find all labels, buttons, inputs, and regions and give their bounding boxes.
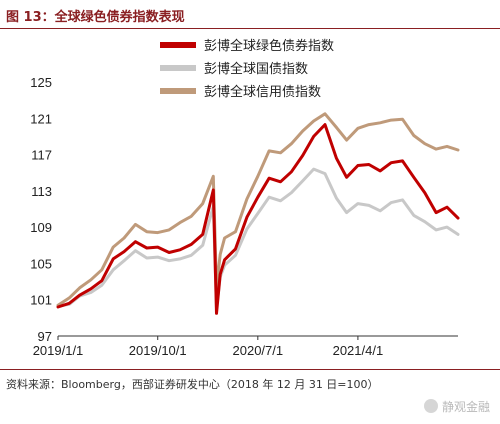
watermark: 静观金融: [423, 398, 490, 415]
figure-title: 图 13：全球绿色债券指数表现: [6, 10, 185, 25]
y-tick-label: 117: [31, 148, 52, 163]
y-tick-label: 121: [30, 111, 52, 126]
y-tick-label: 97: [38, 329, 52, 344]
x-tick-label: 2019/1/1: [33, 343, 84, 358]
source-rule: [0, 369, 500, 370]
watermark-logo-icon: [423, 399, 438, 413]
series-line-2: [56, 167, 460, 311]
axes: 97 101 105 109 113 117 121 125 2019/1/1 2019/10/1…: [30, 75, 458, 358]
watermark-text: 静观金融: [441, 400, 490, 414]
x-tick-label: 2021/4/1: [333, 343, 384, 358]
y-tick-label: 101: [30, 293, 52, 308]
x-tick-label: 2020/7/1: [233, 343, 284, 358]
series-layer: [56, 112, 460, 315]
legend-label-3: 彭博全球信用债指数: [204, 84, 321, 100]
title-rule: [0, 28, 500, 29]
y-tick-label: 105: [30, 256, 52, 271]
y-tick-label: 109: [30, 220, 52, 235]
y-tick-label: 125: [30, 75, 52, 90]
y-tick-label: 113: [31, 184, 52, 199]
source-note: 资料来源：Bloomberg，西部证券研发中心（2018 年 12 月 31 日…: [6, 378, 379, 391]
legend-label-2: 彭博全球国债指数: [204, 61, 308, 77]
legend-label-1: 彭博全球绿色债券指数: [204, 38, 334, 54]
series-line-1: [56, 123, 460, 315]
x-tick-label: 2019/10/1: [129, 343, 187, 358]
series-line-3: [56, 112, 460, 307]
